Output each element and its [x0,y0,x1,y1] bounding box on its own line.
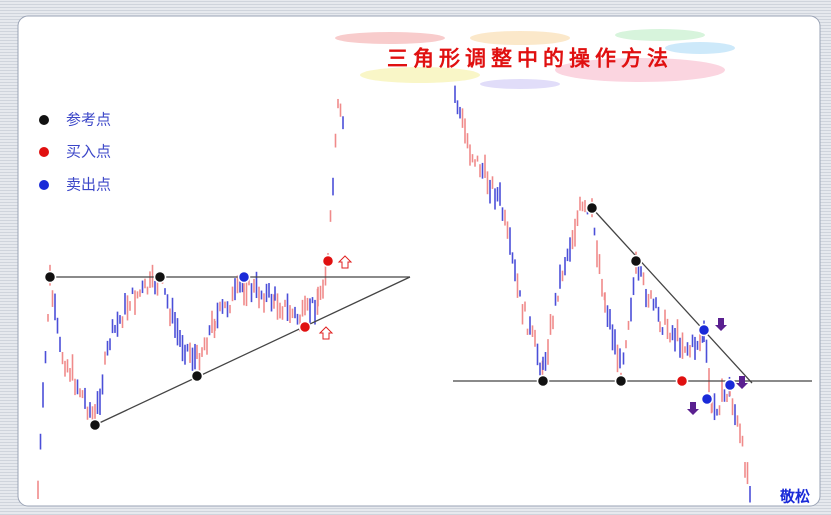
legend-dot [39,180,49,190]
title-decoration [335,29,735,89]
point [700,392,714,406]
panel [17,15,821,507]
signature: 敬松 [779,488,810,506]
point [629,254,643,268]
arrows [318,255,748,415]
point [298,320,312,334]
points [43,201,737,432]
point [536,374,550,388]
point [697,323,711,337]
point [675,374,689,388]
trend-lines [50,207,812,426]
legend-dot [39,147,49,157]
point [153,270,167,284]
legend-label: 买入点 [66,143,111,161]
legend-label: 卖出点 [66,176,111,194]
point [321,254,335,268]
title: 三角形调整中的操作方法 [387,46,673,71]
legend-label: 参考点 [66,111,111,129]
point [723,378,737,392]
legend-dot [39,115,49,125]
point [614,374,628,388]
point [43,270,57,284]
point [237,270,251,284]
point [585,201,599,215]
point [88,418,102,432]
point [190,369,204,383]
